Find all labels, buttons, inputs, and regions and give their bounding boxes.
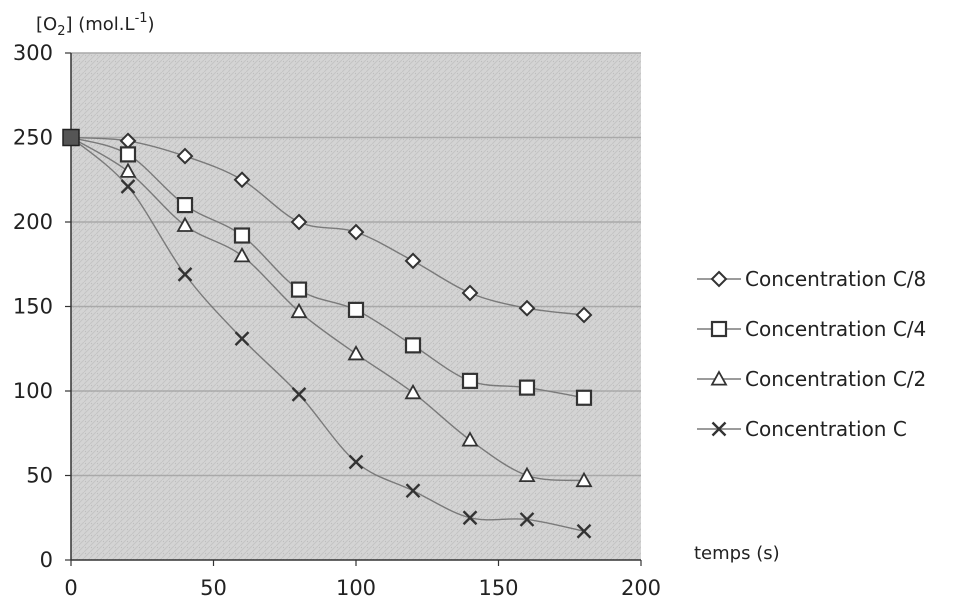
series-cross: [70, 136, 592, 539]
data-point-triangle: [461, 431, 479, 447]
data-point-triangle: [404, 383, 422, 400]
data-point-triangle: [233, 246, 251, 263]
data-point-square: [518, 379, 536, 396]
series-line: [70, 136, 585, 482]
legend-label: Concentration C/8: [745, 267, 926, 291]
data-point-diamond: [575, 306, 593, 324]
data-point-triangle: [290, 302, 308, 319]
data-point-diamond: [233, 171, 251, 189]
x-axis-title: temps (s): [694, 543, 780, 564]
data-point-square: [233, 227, 251, 244]
series-square: [70, 136, 593, 406]
data-point-square: [119, 146, 137, 163]
legend-marker-diamond: [710, 270, 728, 288]
data-point-cross: [177, 267, 193, 282]
legend-label: Concentration C: [745, 417, 907, 441]
y-tick-label: 0: [40, 548, 53, 572]
data-point-square: [461, 372, 479, 389]
x-tick-label: 200: [621, 576, 661, 600]
data-point-square: [404, 337, 422, 354]
y-tick-label: 100: [13, 379, 53, 403]
data-point-diamond: [518, 299, 536, 317]
data-point-diamond: [461, 284, 479, 302]
x-tick-label: 0: [64, 576, 77, 600]
data-point-cross: [120, 179, 136, 194]
y-tick-label: 150: [13, 295, 53, 319]
series-group: [62, 128, 593, 539]
x-tick-label: 100: [336, 576, 376, 600]
data-point-diamond: [290, 213, 308, 231]
y-axis-ticks: 0 50 100 150 200 250 300: [13, 41, 71, 572]
data-point-diamond: [347, 223, 365, 241]
legend-item: Concentration C/2: [697, 367, 926, 391]
data-point-cross: [348, 454, 364, 470]
start-point: [62, 128, 80, 147]
data-point-cross: [519, 512, 535, 527]
y-tick-label: 50: [26, 464, 53, 488]
legend-label: Concentration C/4: [745, 317, 926, 341]
data-point-square: [575, 389, 593, 406]
series-line: [70, 136, 585, 399]
y-tick-label: 250: [13, 126, 53, 150]
legend-item: Concentration C/8: [697, 267, 926, 291]
y-tick-label: 200: [13, 210, 53, 234]
data-point-cross: [291, 387, 307, 402]
series-line: [70, 136, 585, 316]
data-point-triangle: [518, 466, 536, 483]
x-tick-label: 150: [478, 576, 518, 600]
legend-item: Concentration C/4: [697, 317, 926, 341]
data-point-triangle: [176, 216, 194, 232]
data-point-cross: [576, 523, 592, 539]
data-point-diamond: [404, 252, 422, 270]
legend-marker-cross: [711, 421, 727, 437]
legend-marker-triangle: [710, 370, 728, 386]
data-point-square: [290, 281, 308, 298]
series-triangle: [70, 136, 593, 488]
data-point-cross: [234, 331, 250, 346]
x-axis-ticks: 0 50 100 150 200: [64, 560, 661, 600]
data-point-triangle: [575, 471, 593, 488]
y-axis-title: [O2] (mol.L-1): [36, 11, 155, 39]
data-point-triangle: [347, 344, 365, 361]
series-line: [70, 136, 585, 532]
data-point-square: [347, 301, 365, 318]
legend-item: Concentration C: [697, 417, 907, 441]
data-point-diamond: [176, 147, 194, 165]
x-tick-label: 50: [200, 576, 227, 600]
legend-label: Concentration C/2: [745, 367, 926, 391]
legend: Concentration C/8 Concentration C/4 Concen…: [697, 267, 926, 441]
data-point-square: [176, 197, 194, 214]
series-diamond: [70, 132, 593, 324]
data-point-cross: [462, 510, 478, 526]
legend-marker-square: [710, 320, 728, 338]
data-point-triangle: [119, 162, 137, 178]
y-tick-label: 300: [13, 41, 53, 65]
data-point-cross: [405, 483, 421, 499]
